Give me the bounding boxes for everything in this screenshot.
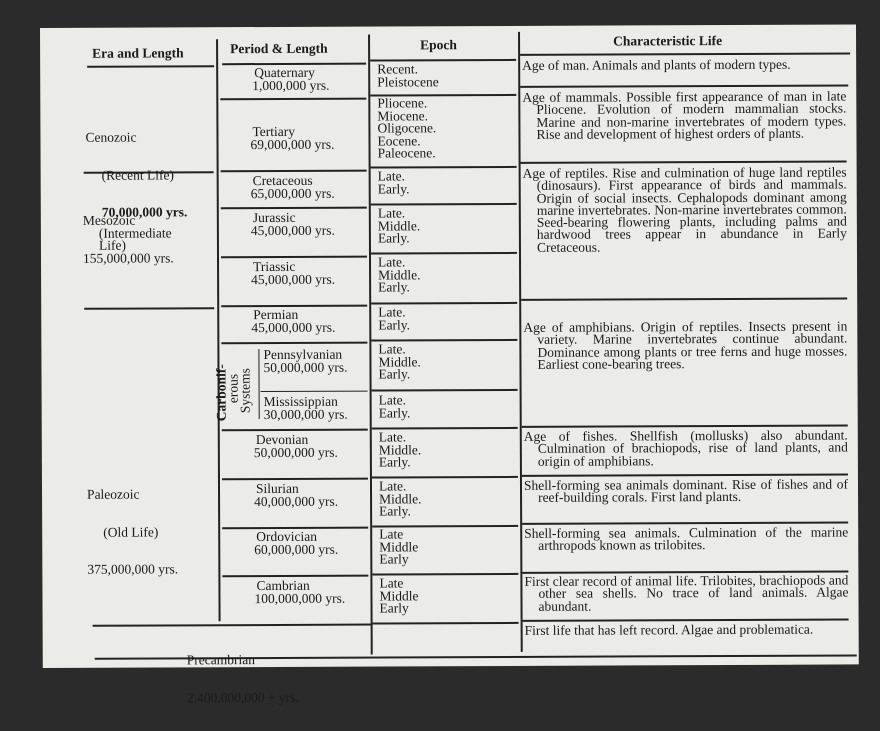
era-subtitle: (Recent Life) [101, 166, 175, 183]
row-divider [221, 477, 368, 481]
characteristic-life-text: Age of man. Animals and plants of modern… [522, 56, 791, 73]
era-subtitle: (Intermediate Life) [98, 224, 172, 253]
period-length: 60,000,000 yrs. [254, 541, 339, 557]
period-pennsylvanian: Pennsylvanian 50,000,000 yrs. [263, 347, 348, 375]
carboniferous-divider [258, 349, 260, 420]
characteristic-life-text: Age of reptiles. Rise and culmination of… [522, 164, 847, 255]
header-epoch: Epoch [420, 37, 457, 53]
period-length: 45,000,000 yrs. [251, 319, 336, 335]
epoch-list: Late. Early. [377, 168, 410, 197]
row-divider [520, 160, 847, 164]
era-mesozoic: Mesozoic (Intermediate Life) 155,000,000… [82, 213, 203, 266]
period-length: 50,000,000 yrs. [253, 444, 338, 460]
period-length: 45,000,000 yrs. [251, 271, 336, 287]
era-subtitle: (Old Life) [103, 523, 159, 540]
period-devonian: Devonian 50,000,000 yrs. [253, 432, 338, 460]
characteristic-life-text: Shell-forming sea animals. Culmination o… [524, 524, 849, 554]
period-length: 45,000,000 yrs. [250, 222, 335, 238]
period-jurassic: Jurassic 45,000,000 yrs. [250, 210, 335, 238]
life-column: Age of man. Animals and plants of modern… [40, 24, 856, 638]
column-divider [216, 39, 221, 622]
header-period: Period & Length [230, 40, 328, 57]
period-permian: Permian 45,000,000 yrs. [251, 307, 336, 335]
row-divider [221, 428, 368, 432]
row-divider [222, 574, 369, 578]
characteristic-life-text: Age of fishes. Shellfish (mollusks) also… [523, 427, 848, 469]
periods-column: Quaternary 1,000,000 yrs. Recent. Pleistoc… [40, 24, 856, 615]
header-era: Era and Length [92, 45, 184, 61]
era-name: Precambrian [186, 652, 256, 668]
era-length: 155,000,000 yrs. [82, 249, 174, 266]
epoch-list: Late. Early. [378, 392, 411, 421]
row-divider [220, 169, 367, 173]
period-length: 40,000,000 yrs. [254, 493, 339, 509]
period-triassic: Triassic 45,000,000 yrs. [251, 259, 336, 287]
epoch-list: Late. Middle. Early. [377, 254, 421, 295]
epoch-list: Late Middle Early [379, 575, 419, 616]
row-divider [87, 65, 215, 68]
row-divider [92, 623, 373, 627]
epoch-list: Late. Middle. Early. [378, 341, 421, 382]
period-length: 65,000,000 yrs. [250, 185, 335, 201]
period-mississippian: Mississippian 30,000,000 yrs. [263, 394, 348, 422]
row-divider [520, 84, 849, 88]
row-divider [521, 297, 848, 301]
era-paleozoic: Paleozoic (Old Life) 375,000,000 yrs. [87, 463, 178, 601]
period-quaternary: Quaternary 1,000,000 yrs. [252, 65, 330, 93]
characteristic-life-text: Shell-forming sea animals dominant. Rise… [523, 476, 849, 506]
epoch-list: Late. Early. [378, 304, 411, 333]
era-name: Cenozoic [85, 129, 137, 145]
period-length: 30,000,000 yrs. [263, 406, 348, 422]
row-divider [220, 97, 367, 101]
epoch-list: Recent. Pleistocene [377, 61, 439, 90]
period-cambrian: Cambrian 100,000,000 yrs. [254, 578, 346, 606]
row-divider [220, 206, 367, 210]
period-length: 100,000,000 yrs. [254, 590, 346, 606]
row-divider [220, 255, 368, 259]
epoch-list: Late. Middle. Early. [378, 429, 422, 470]
column-divider [368, 34, 373, 655]
header-life: Characteristic Life [613, 33, 723, 49]
period-cretaceous: Cretaceous 65,000,000 yrs. [250, 173, 335, 201]
era-length: 2,400,000,000 + yrs. [186, 689, 299, 705]
period-tertiary: Tertiary 69,000,000 yrs. [250, 124, 335, 152]
period-silurian: Silurian 40,000,000 yrs. [254, 481, 339, 509]
characteristic-life-text: First clear record of animal life. Trilo… [524, 572, 849, 614]
era-length: 375,000,000 yrs. [87, 561, 179, 577]
period-length: 1,000,000 yrs. [252, 77, 330, 93]
era-name: Paleozoic [87, 486, 140, 502]
epoch-list: Late. Middle. Early. [378, 478, 422, 519]
period-length: 69,000,000 yrs. [250, 136, 335, 152]
epoch-list: Late Middle Early [379, 526, 419, 567]
row-divider [260, 390, 368, 393]
row-divider [84, 307, 215, 310]
row-divider [520, 52, 851, 56]
characteristic-life-text: Age of amphibians. Origin of reptiles. I… [523, 318, 848, 372]
era-precambrian: Precambrian 2,400,000,000 + yrs. [187, 629, 299, 729]
geologic-time-table: Era and Length Period & Length Epoch Cha… [40, 24, 859, 705]
row-divider [372, 621, 519, 625]
carboniferous-label: Carbonif- erous Systems [213, 341, 255, 423]
epoch-list: Late. Middle. Early. [377, 205, 421, 246]
epoch-list: Pliocene. Miocene. Oligocene. Eocene. Pa… [377, 95, 437, 161]
carboniferous-line: Systems [237, 368, 253, 414]
characteristic-life-text: Age of mammals. Possible first appearanc… [522, 88, 847, 142]
period-ordovician: Ordovician 60,000,000 yrs. [254, 529, 339, 557]
characteristic-life-text: First life that has left record. Algae a… [524, 621, 814, 638]
period-length: 50,000,000 yrs. [263, 359, 348, 375]
row-divider [371, 388, 518, 392]
